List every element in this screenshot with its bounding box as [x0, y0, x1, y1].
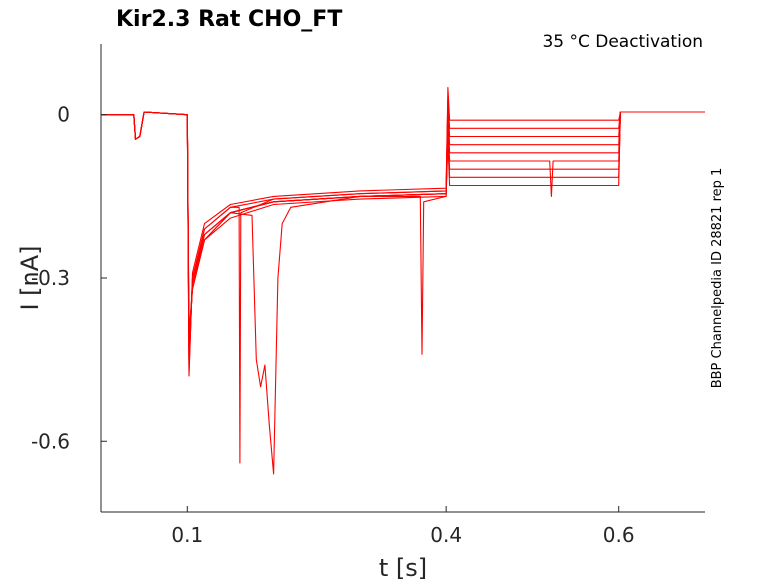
- source-id-note: BBP Channelpedia ID 28821 rep 1: [710, 168, 725, 389]
- y-tick-label: 0: [57, 103, 70, 127]
- plot-area: 0.1 0.4 0.6 0 -0.3 -0.6: [31, 44, 705, 547]
- y-ticks: 0 -0.3 -0.6: [31, 103, 107, 453]
- x-axis-label: t [s]: [379, 554, 427, 582]
- y-axis-label: I [nA]: [16, 245, 44, 310]
- current-trace-1: [101, 86, 705, 377]
- y-tick-label: -0.3: [31, 266, 70, 290]
- x-tick-label: 0.1: [171, 523, 203, 547]
- x-ticks: 0.1 0.4 0.6: [171, 506, 635, 547]
- y-tick-label: -0.6: [31, 429, 70, 453]
- current-trace-3: [101, 103, 705, 366]
- condition-annotation: 35 °C Deactivation: [542, 32, 703, 52]
- x-tick-label: 0.6: [603, 523, 635, 547]
- current-trace-9: [101, 111, 705, 333]
- chart-title: Kir2.3 Rat CHO_FT: [116, 7, 342, 32]
- current-trace-5: [101, 111, 705, 355]
- x-tick-label: 0.4: [430, 523, 462, 547]
- traces: [101, 86, 705, 475]
